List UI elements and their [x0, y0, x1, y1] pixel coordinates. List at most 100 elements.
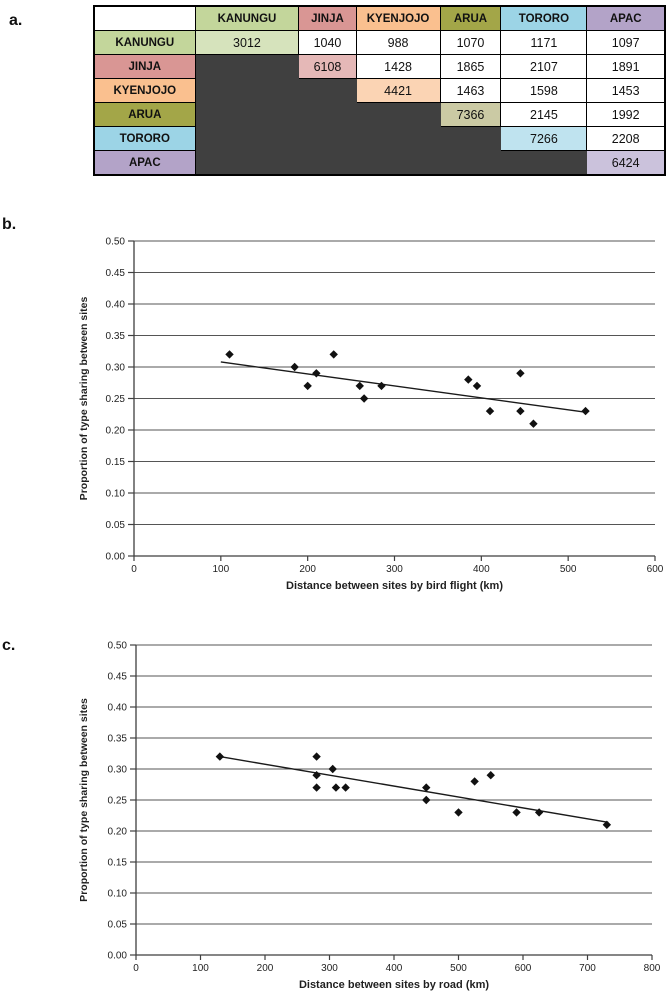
data-point [516, 369, 525, 378]
data-point [454, 808, 463, 817]
matrix-diagonal-cell: 6108 [298, 54, 357, 79]
matrix-row-apac: APAC 6424 [93, 150, 666, 176]
matrix-empty-cell [439, 126, 502, 151]
matrix-row-header-jinja: JINJA [93, 54, 196, 79]
data-point [529, 419, 538, 428]
x-tick-label: 100 [192, 963, 209, 974]
matrix-value-cell: 2145 [500, 102, 588, 127]
y-tick-label: 0.50 [106, 237, 126, 248]
matrix-col-header-apac: APAC [586, 5, 666, 31]
matrix-empty-cell [439, 150, 502, 176]
matrix-value-cell: 2107 [500, 54, 588, 79]
data-point [422, 795, 431, 805]
panel-b-label: b. [2, 216, 17, 233]
matrix-value-cell: 1428 [355, 54, 441, 79]
matrix-row-kanungu: KANUNGU 3012 1040 988 1070 1171 1097 [93, 30, 666, 55]
data-point [303, 381, 312, 391]
matrix-value-cell: 1171 [500, 30, 588, 55]
matrix-corner-cell [93, 5, 196, 31]
y-tick-label: 0.05 [108, 920, 128, 931]
y-tick-label: 0.05 [106, 520, 126, 531]
y-tick-label: 0.15 [108, 858, 128, 869]
matrix-empty-cell [355, 126, 441, 151]
x-tick-label: 400 [473, 564, 490, 575]
data-point [485, 406, 495, 416]
matrix-row-tororo: TORORO 7266 2208 [93, 126, 666, 151]
scatter-chart-bird-flight: 0.00 0.05 0.10 0.15 0.20 0.25 0.30 0.35 0.40 0.45… [78, 237, 664, 593]
y-tick-label: 0.40 [106, 300, 126, 311]
x-tick-label: 400 [386, 963, 403, 974]
data-point [581, 406, 590, 416]
matrix-diagonal-cell: 4421 [355, 78, 441, 103]
matrix-header-row: KANUNGU JINJA KYENJOJO ARUA TORORO APAC [93, 5, 666, 31]
matrix-value-cell: 988 [355, 30, 441, 55]
matrix-row-header-kanungu: KANUNGU [93, 30, 196, 55]
panel-c-label: c. [2, 637, 16, 654]
y-tick-label: 0.30 [106, 363, 126, 374]
y-tick-label: 0.00 [108, 951, 128, 962]
x-tick-label: 300 [321, 963, 338, 974]
x-tick-label: 600 [515, 963, 532, 974]
matrix-col-header-tororo: TORORO [500, 5, 588, 31]
matrix-diagonal-cell: 7266 [500, 126, 588, 151]
x-tick-label: 700 [579, 963, 596, 974]
scatter-chart-road: 0.00 0.05 0.10 0.15 0.20 0.25 0.30 0.35 0.40 0.45… [78, 641, 661, 992]
y-tick-label: 0.50 [108, 641, 128, 652]
x-axis-title: Distance between sites by bird flight (k… [286, 580, 503, 592]
matrix-row-header-apac: APAC [93, 150, 196, 176]
matrix-value-cell: 1891 [586, 54, 666, 79]
y-tick-label: 0.45 [106, 268, 126, 279]
y-tick-label: 0.35 [108, 734, 128, 745]
y-tick-label: 0.25 [108, 796, 128, 807]
matrix-empty-cell [194, 78, 300, 103]
matrix-row-jinja: JINJA 6108 1428 1865 2107 1891 [93, 54, 666, 79]
matrix-empty-cell [298, 150, 357, 176]
matrix-value-cell: 2208 [586, 126, 666, 151]
matrix-value-cell: 1598 [500, 78, 588, 103]
data-point [328, 764, 337, 774]
trend-line [219, 755, 609, 824]
data-point [225, 350, 234, 359]
data-point [312, 369, 321, 378]
matrix-diagonal-cell: 6424 [586, 150, 666, 176]
matrix-diagonal-cell: 7366 [439, 102, 502, 127]
y-tick-label: 0.15 [106, 457, 126, 468]
y-axis-title: Proportion of type sharing between sites [78, 698, 90, 902]
y-tick-label: 0.20 [106, 426, 126, 437]
data-point [359, 394, 369, 403]
data-point [464, 375, 473, 384]
matrix-value-cell: 1453 [586, 78, 666, 103]
data-point [470, 777, 479, 786]
y-tick-label: 0.20 [108, 827, 128, 838]
data-point [329, 350, 338, 359]
x-tick-label: 0 [131, 564, 137, 575]
matrix-empty-cell [194, 54, 300, 79]
matrix-empty-cell [194, 126, 300, 151]
y-tick-label: 0.45 [108, 672, 128, 683]
matrix-row-arua: ARUA 7366 2145 1992 [93, 102, 666, 127]
matrix-empty-cell [298, 126, 357, 151]
matrix-empty-cell [194, 150, 300, 176]
matrix-body: KANUNGU 3012 1040 988 1070 1171 1097 JINJA 6108 1… [93, 30, 666, 176]
matrix-col-header-jinja: JINJA [298, 5, 357, 31]
x-tick-label: 500 [560, 564, 577, 575]
data-point [312, 752, 321, 761]
data-point [215, 752, 225, 761]
data-point [486, 771, 495, 780]
matrix-empty-cell [355, 150, 441, 176]
distance-matrix: KANUNGU JINJA KYENJOJO ARUA TORORO APAC KANUN… [93, 5, 666, 176]
x-tick-label: 100 [212, 564, 229, 575]
matrix-value-cell: 1070 [439, 30, 502, 55]
x-axis-title: Distance between sites by road (km) [299, 979, 489, 991]
y-tick-label: 0.35 [106, 331, 126, 342]
data-point [512, 808, 521, 817]
matrix-empty-cell [500, 150, 588, 176]
matrix-value-cell: 1097 [586, 30, 666, 55]
matrix-row-kyenjojo: KYENJOJO 4421 1463 1598 1453 [93, 78, 666, 103]
x-tick-label: 500 [450, 963, 467, 974]
x-tick-label: 200 [257, 963, 274, 974]
matrix-value-cell: 1992 [586, 102, 666, 127]
data-point [312, 783, 321, 792]
x-tick-label: 200 [299, 564, 316, 575]
y-tick-label: 0.00 [106, 552, 126, 563]
